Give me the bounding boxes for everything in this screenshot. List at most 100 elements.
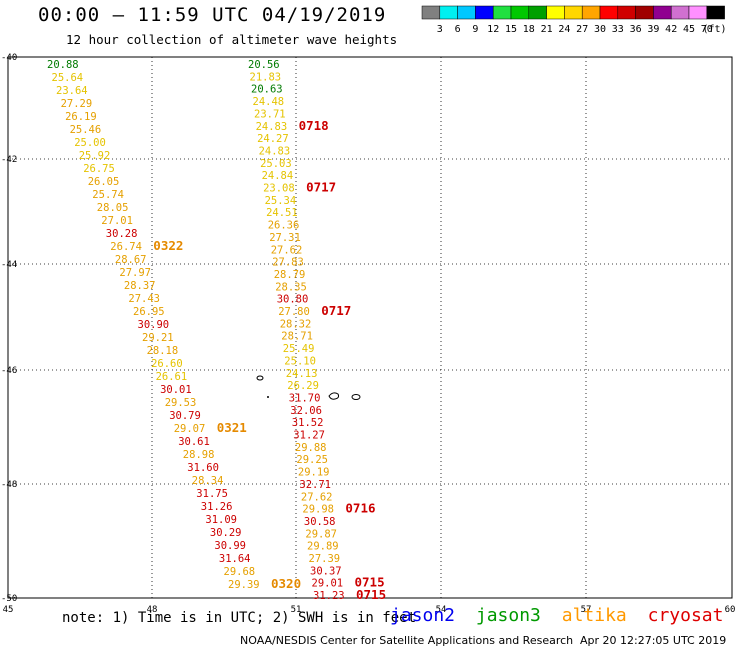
legend-jason3: jason3 bbox=[475, 605, 541, 626]
longitude-tick-label: 45 bbox=[3, 605, 14, 615]
colorbar-label: 45 bbox=[683, 24, 695, 35]
colorbar-label: 18 bbox=[523, 24, 535, 35]
wave-height-value: 31.60 bbox=[187, 462, 219, 474]
pass-time-label: 0715 bbox=[355, 575, 385, 590]
wave-height-value: 31.64 bbox=[219, 553, 251, 565]
wave-height-value: 26.61 bbox=[156, 371, 188, 383]
longitude-tick-label: 60 bbox=[725, 605, 736, 615]
wave-height-value: 31.09 bbox=[205, 514, 237, 526]
wave-height-value: 27.39 bbox=[309, 553, 341, 565]
longitude-tick-label: 57 bbox=[581, 605, 592, 615]
colorbar-label: 15 bbox=[505, 24, 517, 35]
colorbar-label: 39 bbox=[647, 24, 659, 35]
wave-height-value: 31.27 bbox=[293, 430, 325, 442]
island-outline bbox=[267, 396, 269, 398]
colorbar-label: 30 bbox=[594, 24, 606, 35]
wave-height-value: 30.79 bbox=[169, 410, 201, 422]
wave-height-value: 26.19 bbox=[65, 111, 97, 123]
wave-height-value: 27.97 bbox=[119, 267, 151, 279]
wave-height-value: 24.27 bbox=[257, 133, 289, 145]
wave-height-value: 30.28 bbox=[106, 228, 138, 240]
wave-height-value: 29.89 bbox=[307, 541, 339, 553]
pass-time-label: 0322 bbox=[153, 238, 183, 253]
units-note: note: 1) Time is in UTC; 2) SWH is in fe… bbox=[62, 610, 417, 626]
pass-time-label: 0320 bbox=[271, 576, 301, 591]
wave-height-value: 29.53 bbox=[165, 397, 197, 409]
wave-height-value: 27.83 bbox=[272, 257, 304, 269]
wave-height-value: 30.80 bbox=[277, 294, 309, 306]
wave-height-value: 27.62 bbox=[301, 491, 333, 503]
wave-height-value: 31.52 bbox=[292, 417, 324, 429]
wave-height-value: 30.61 bbox=[178, 436, 210, 448]
wave-height-value: 20.88 bbox=[47, 59, 79, 71]
wave-height-value: 32.71 bbox=[299, 479, 331, 491]
wave-height-value: 25.03 bbox=[260, 158, 292, 170]
wave-height-value: 30.01 bbox=[160, 384, 192, 396]
latitude-tick-label: -48 bbox=[1, 480, 17, 490]
island-outline bbox=[328, 392, 340, 400]
pass-time-label: 0716 bbox=[345, 501, 375, 516]
wave-height-value: 25.74 bbox=[92, 189, 124, 201]
wave-height-value: 28.34 bbox=[192, 475, 224, 487]
colorbar-label: 12 bbox=[487, 24, 499, 35]
wave-height-value: 25.92 bbox=[79, 150, 111, 162]
wave-height-value: 29.01 bbox=[312, 578, 344, 590]
colorbar-label: 33 bbox=[612, 24, 624, 35]
wave-height-value: 29.88 bbox=[295, 442, 327, 454]
wave-height-value: 31.75 bbox=[196, 488, 228, 500]
wave-height-value: 26.36 bbox=[268, 220, 300, 232]
wave-height-value: 23.64 bbox=[56, 85, 88, 97]
wave-height-value: 26.60 bbox=[151, 358, 183, 370]
wave-height-value: 29.21 bbox=[142, 332, 174, 344]
colorbar-swatch bbox=[706, 5, 725, 20]
wave-height-value: 31.70 bbox=[289, 392, 321, 404]
wave-height-value: 31.26 bbox=[201, 501, 233, 513]
wave-height-value: 26.05 bbox=[88, 176, 120, 188]
colorbar-label: 27 bbox=[576, 24, 588, 35]
wave-height-value: 25.46 bbox=[70, 124, 102, 136]
island-outline bbox=[256, 375, 264, 381]
longitude-tick-label: 51 bbox=[291, 605, 302, 615]
colorbar-label: 21 bbox=[541, 24, 553, 35]
pass-time-label: 0718 bbox=[299, 118, 329, 133]
wave-height-value: 30.90 bbox=[138, 319, 170, 331]
colorbar-label: 36 bbox=[630, 24, 642, 35]
footer-credit: NOAA/NESDIS Center for Satellite Applica… bbox=[240, 634, 574, 647]
wave-height-value: 30.58 bbox=[304, 516, 336, 528]
colorbar-label: 24 bbox=[558, 24, 570, 35]
wave-height-value: 23.08 bbox=[263, 183, 295, 195]
wave-height-value: 28.37 bbox=[124, 280, 156, 292]
color-scale-bar: 3 6 9 12 15 18 21 24 27 30 33 36 39 42 45 70(ft) bbox=[421, 5, 727, 35]
wave-height-value: 28.71 bbox=[281, 331, 313, 343]
wave-height-value: 29.68 bbox=[224, 566, 256, 578]
wave-height-value: 24.83 bbox=[259, 145, 291, 157]
wave-height-value: 23.71 bbox=[254, 108, 286, 120]
wave-height-value: 27.01 bbox=[101, 215, 133, 227]
wave-height-value: 28.32 bbox=[280, 318, 312, 330]
wave-height-value: 27.31 bbox=[269, 232, 301, 244]
colorbar-label: 42 bbox=[665, 24, 677, 35]
wave-height-value: 20.63 bbox=[251, 84, 283, 96]
wave-height-value: 28.98 bbox=[183, 449, 215, 461]
wave-height-value: 25.64 bbox=[52, 72, 84, 84]
pass-time-label: 0717 bbox=[306, 180, 336, 195]
footer: NOAA/NESDIS Center for Satellite Applica… bbox=[240, 634, 726, 647]
pass-time-label: 0715 bbox=[356, 587, 386, 602]
latitude-tick-label: -42 bbox=[1, 155, 17, 165]
wave-height-value: 20.56 bbox=[248, 59, 280, 71]
wave-height-value: 28.05 bbox=[97, 202, 129, 214]
longitude-tick-label: 54 bbox=[436, 605, 447, 615]
wave-height-value: 26.95 bbox=[133, 306, 165, 318]
latitude-tick-label: -44 bbox=[1, 260, 17, 270]
colorbar-label: 3 bbox=[437, 24, 443, 35]
wave-height-value: 25.34 bbox=[265, 195, 297, 207]
pass-time-label: 0717 bbox=[321, 303, 351, 318]
wave-height-value: 28.18 bbox=[147, 345, 179, 357]
wave-height-value: 24.84 bbox=[262, 170, 294, 182]
legend-cryosat: cryosat bbox=[647, 605, 724, 626]
wave-height-value: 29.98 bbox=[302, 504, 334, 516]
wave-height-value: 29.39 bbox=[228, 579, 260, 591]
latitude-tick-label: -50 bbox=[1, 594, 17, 604]
page-title: 00:00 – 11:59 UTC 04/19/2019 bbox=[38, 4, 387, 26]
